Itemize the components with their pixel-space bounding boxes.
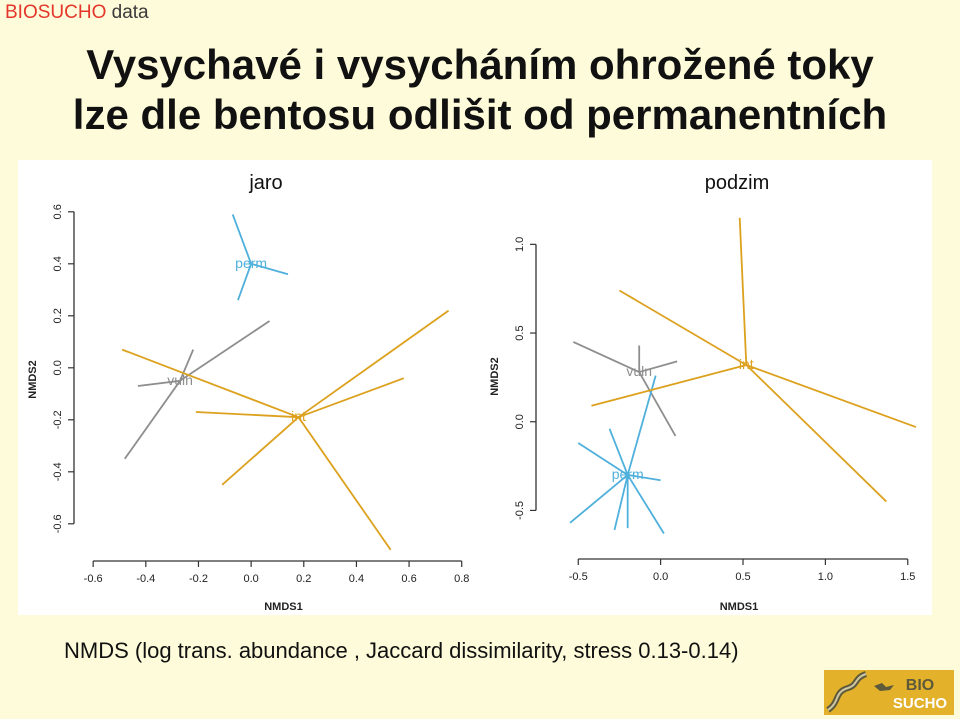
y-tick-label: 0.0 [514, 414, 526, 429]
spider-line-int [738, 217, 748, 366]
spider-line-int [297, 309, 450, 418]
logo-background [824, 670, 954, 715]
y-axis-label: NMDS2 [27, 360, 39, 399]
chart-podzim: podzim -0.5 0.0 0.5 1.0 1.5 -0.5 0.0 0.5 1.0 NMDS1… [489, 172, 917, 613]
spider-line-vuln [179, 349, 195, 382]
y-tick-label: 1.0 [514, 237, 526, 252]
spider-line-perm [569, 474, 629, 524]
spider-line-vuln [124, 380, 181, 460]
group-int: int [591, 217, 917, 503]
y-tick-label: -0.2 [52, 410, 64, 429]
group-label-int: int [291, 408, 306, 424]
spider-line-perm [626, 474, 665, 534]
spider-line-int [591, 364, 747, 407]
biosucho-logo: BIO SUCHO [824, 670, 954, 715]
x-tick-label: -0.6 [84, 573, 103, 585]
spider-line-vuln [638, 371, 677, 437]
spider-line-int [298, 377, 405, 419]
title-line-2: lze dle bentosu odlišit od permanentních [72, 91, 888, 138]
x-tick-label: 0.6 [401, 573, 416, 585]
chart-subtitle: podzim [705, 172, 769, 194]
title-line-1: Vysychavé i vysycháním ohrožené toky [86, 41, 874, 88]
slide-title: Vysychavé i vysycháním ohrožené toky lze… [0, 40, 960, 140]
spider-line-int [618, 289, 747, 366]
chart-subtitle: jaro [248, 172, 282, 194]
group-label-vuln: vuln [167, 372, 193, 388]
x-axis-label: NMDS1 [264, 601, 303, 613]
spider-line-int [745, 364, 887, 503]
river-highlight [827, 673, 867, 711]
group-label-vuln: vuln [626, 363, 652, 379]
y-axis-label: NMDS2 [489, 357, 501, 396]
x-tick-label: -0.4 [136, 573, 155, 585]
group-perm: perm [569, 375, 665, 534]
group-label-int: int [739, 356, 754, 372]
brand-name: BIOSUCHO [5, 2, 107, 23]
spider-line-int [745, 364, 917, 428]
group-perm: perm [231, 214, 289, 301]
group-int: int [121, 309, 450, 551]
spider-line-perm [613, 474, 629, 531]
spider-line-perm [627, 474, 661, 482]
group-label-perm: perm [235, 255, 267, 271]
logo-text-top: BIO [906, 677, 934, 694]
group-vuln: vuln [124, 320, 271, 460]
header-suffix: data [111, 2, 149, 23]
y-tick-label: 0.4 [52, 256, 64, 271]
nmds-charts: jaro -0.6 -0.4 -0.2 0.0 0.2 0.4 0.6 0.8 -0.6 -0.4 -… [18, 160, 932, 615]
spider-line-perm [237, 263, 252, 301]
spider-line-vuln [638, 360, 678, 373]
y-tick-label: -0.6 [52, 514, 64, 533]
bird-icon [874, 683, 894, 691]
spider-line-perm [250, 262, 289, 276]
spider-line-perm [626, 375, 657, 476]
x-tick-label: -0.5 [569, 571, 588, 583]
chart-background [18, 160, 932, 615]
y-tick-label: -0.4 [52, 462, 64, 481]
group-label-perm: perm [612, 466, 644, 482]
group-vuln: vuln [572, 341, 678, 437]
x-tick-label: 0.4 [349, 573, 364, 585]
y-tick-label: -0.5 [514, 501, 526, 520]
spider-line-perm [577, 442, 629, 476]
x-axis-label: NMDS1 [720, 601, 759, 613]
spider-line-int [221, 416, 300, 486]
y-tick-label: 0.0 [52, 360, 64, 375]
x-tick-label: 0.0 [243, 573, 258, 585]
spider-line-perm [608, 428, 629, 476]
x-tick-label: 0.5 [735, 571, 750, 583]
spider-line-int [121, 348, 299, 419]
spider-line-vuln [137, 379, 181, 387]
spider-line-int [297, 416, 392, 551]
chart-jaro: jaro -0.6 -0.4 -0.2 0.0 0.2 0.4 0.6 0.8 -0.6 -0.4 -… [27, 172, 469, 613]
y-tick-label: 0.2 [52, 308, 64, 323]
x-tick-label: -0.2 [189, 573, 208, 585]
x-tick-label: 0.0 [653, 571, 668, 583]
logo-text-bottom: SUCHO [893, 695, 948, 712]
spider-line-perm [231, 214, 252, 265]
y-tick-label: 0.5 [514, 325, 526, 340]
spider-line-int [195, 411, 299, 419]
x-tick-label: 1.5 [900, 571, 915, 583]
x-tick-label: 0.8 [454, 573, 469, 585]
y-tick-label: 0.6 [52, 204, 64, 219]
x-tick-label: 1.0 [818, 571, 833, 583]
spider-line-vuln [572, 341, 640, 373]
x-tick-label: 0.2 [296, 573, 311, 585]
caption: NMDS (log trans. abundance , Jaccard dis… [64, 638, 739, 663]
header-tag: BIOSUCHO data [5, 2, 149, 24]
spider-line-vuln [179, 320, 271, 382]
